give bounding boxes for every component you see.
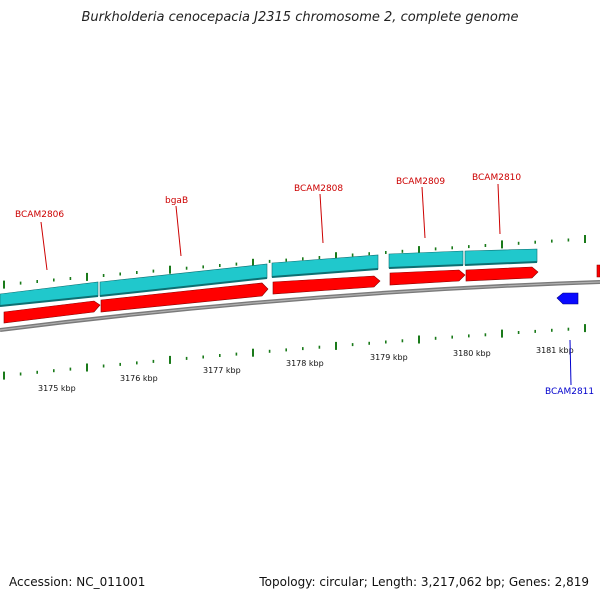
scale-label: 3175 kbp xyxy=(38,384,76,393)
lower-tick-row xyxy=(3,324,586,380)
cds-reverse-feature[interactable] xyxy=(556,292,579,305)
gene-label-bcam2806[interactable]: BCAM2806 xyxy=(15,210,64,220)
scale-label: 3180 kbp xyxy=(453,349,491,358)
cds-feature[interactable] xyxy=(596,264,600,278)
cds-feature[interactable] xyxy=(100,282,269,313)
map-title: Burkholderia cenocepacia J2315 chromosom… xyxy=(81,10,519,25)
scale-label: 3179 kbp xyxy=(370,353,408,362)
accession-text: Accession: NC_011001 xyxy=(9,575,146,589)
gene-label-bcam2811[interactable]: BCAM2811 xyxy=(545,387,594,397)
scale-label: 3181 kbp xyxy=(536,346,574,355)
scale-label: 3177 kbp xyxy=(203,366,241,375)
cds-forward-track xyxy=(3,264,600,324)
gene-label-bcam2810[interactable]: BCAM2810 xyxy=(472,173,521,183)
gene-label-bcam2808[interactable]: BCAM2808 xyxy=(294,184,343,194)
gene-label-bcam2809[interactable]: BCAM2809 xyxy=(396,177,445,187)
label-leaders xyxy=(40,183,572,386)
gene-track xyxy=(0,248,538,307)
gene-label-bgab[interactable]: bgaB xyxy=(165,196,188,206)
cds-feature[interactable] xyxy=(389,269,466,286)
scale-label: 3178 kbp xyxy=(286,359,324,368)
cds-feature[interactable] xyxy=(272,275,381,295)
cds-feature[interactable] xyxy=(465,266,539,282)
scale-label: 3176 kbp xyxy=(120,374,158,383)
cds-feature[interactable] xyxy=(3,300,101,324)
genome-summary-text: Topology: circular; Length: 3,217,062 bp… xyxy=(259,575,589,589)
